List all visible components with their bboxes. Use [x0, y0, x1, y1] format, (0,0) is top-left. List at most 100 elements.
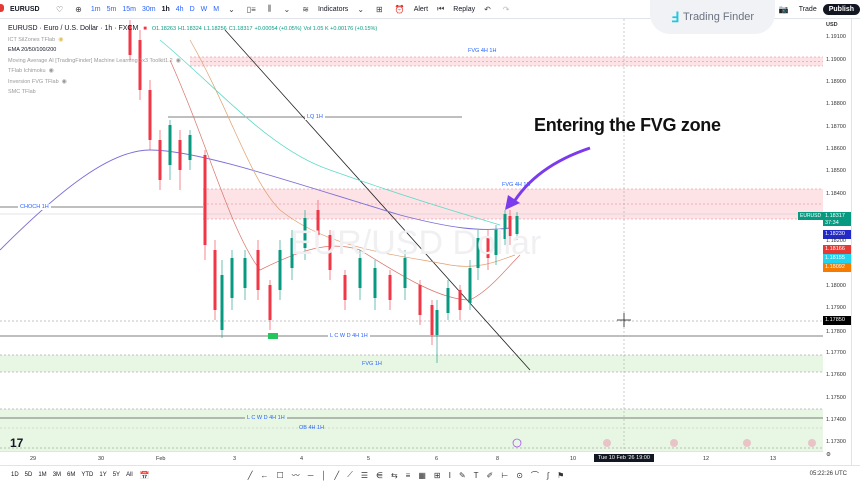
timeframe-1m[interactable]: 1m	[90, 5, 101, 13]
time-tick: 3	[233, 456, 237, 462]
chevron-down-icon[interactable]: ⌄	[283, 4, 291, 14]
curve-icon[interactable]: ∫	[546, 470, 550, 480]
indicator-ichimoku[interactable]: TFlab Ichimoku ◉	[8, 68, 54, 74]
undo-icon[interactable]: ↶	[484, 4, 491, 14]
publish-button[interactable]: Publish	[822, 4, 860, 15]
vertical-line-icon[interactable]: │	[321, 470, 327, 480]
price-tick: 1.18000	[826, 283, 846, 289]
top-right-actions: 📷 Trade Publish	[779, 0, 860, 19]
timeframe-5m[interactable]: 5m	[106, 5, 117, 13]
rectangle-icon[interactable]: ☐	[276, 470, 284, 480]
tradingview-logo[interactable]: 17	[10, 436, 24, 450]
replay-button[interactable]: Replay	[453, 5, 476, 13]
timeframe-w[interactable]: W	[200, 5, 208, 13]
legend-volume: Vol 1.05 K +0.00176 (+0.15%)	[303, 26, 378, 32]
hidden-eye-icon: ◉	[58, 36, 64, 43]
path-icon[interactable]: 〰	[291, 470, 300, 480]
table-icon[interactable]: ⊞	[433, 470, 441, 480]
candle-type-icon[interactable]: ⫼	[267, 4, 272, 13]
range-1y[interactable]: 1Y	[99, 472, 107, 478]
indicator-inversion-fvg[interactable]: Inversion FVG TFlab ◉	[8, 78, 67, 85]
range-5d[interactable]: 5D	[24, 472, 33, 478]
timeframe-1h[interactable]: 1h	[161, 5, 170, 13]
text-cursor-icon[interactable]: Ⅰ	[448, 470, 451, 480]
zone-label-fvg-upper: FVG 4H 1H	[502, 182, 531, 188]
price-tag-ma3: 1.18155	[823, 254, 851, 263]
indicator-ict-silzones[interactable]: ICT SilZones TFlab ◉	[8, 36, 64, 43]
time-axis[interactable]: 29 30 Feb 3 4 5 6 8 10 Tue 10 Feb '26 19…	[0, 451, 823, 465]
alert-icon[interactable]: ⏰	[394, 4, 405, 14]
timeframe-d[interactable]: D	[189, 5, 195, 13]
layouts-icon[interactable]: ⊞	[376, 4, 383, 14]
chart-canvas	[0, 19, 823, 451]
range-ytd[interactable]: YTD	[81, 472, 94, 478]
chevron-down-icon[interactable]: ⌄	[228, 4, 235, 14]
parallel-channel-icon[interactable]: ☰	[360, 470, 368, 480]
ray-icon[interactable]: ╱	[334, 470, 340, 480]
timeframe-m[interactable]: M	[213, 5, 220, 13]
date-range-icon[interactable]: ⊢	[501, 470, 509, 480]
add-symbol-icon[interactable]: ⊕	[75, 4, 82, 14]
indicator-smc[interactable]: SMC TFlab	[8, 89, 36, 95]
range-1m[interactable]: 1M	[38, 472, 47, 478]
redo-icon[interactable]: ↷	[502, 4, 510, 14]
zone-label-lcwd-upper: L C W D 4H 1H	[328, 333, 370, 339]
camera-icon[interactable]: 📷	[778, 5, 789, 14]
trading-finder-logo: Ⅎ Trading Finder	[650, 0, 775, 34]
alert-button[interactable]: Alert	[413, 5, 429, 13]
price-axis[interactable]: USD 1.19100 1.19000 1.18900 1.18800 1.18…	[823, 19, 851, 465]
zone-label-lq-1h: LQ 1H	[305, 114, 325, 120]
fib-icon[interactable]: ≡	[405, 470, 411, 480]
crosshair-time-label: Tue 10 Feb '26 19:00	[594, 454, 654, 462]
indicator-ema[interactable]: EMA 20/50/100/200	[8, 47, 57, 53]
trade-button[interactable]: Trade	[798, 6, 817, 13]
price-tick: 1.18800	[826, 101, 846, 107]
indicators-button[interactable]: Indicators	[317, 5, 349, 13]
regression-icon[interactable]: ⇆	[390, 470, 398, 480]
range-all[interactable]: All	[126, 472, 133, 478]
price-tick: 1.18700	[826, 124, 846, 130]
arc-icon[interactable]: ⌒	[530, 470, 539, 480]
text-icon[interactable]: T	[473, 470, 479, 480]
grid-icon[interactable]: ▦	[418, 470, 426, 480]
range-3m[interactable]: 3M	[52, 472, 62, 478]
highlighter-icon[interactable]: ✐	[486, 470, 494, 480]
legend-open: O1.18263	[151, 26, 177, 32]
timeframe-4h[interactable]: 4h	[175, 5, 184, 13]
timeframe-15m[interactable]: 15m	[122, 5, 136, 13]
currency-selector[interactable]: USD	[826, 22, 838, 28]
trend-line-icon[interactable]: ╱	[247, 470, 253, 480]
pitchfork-icon[interactable]: ⋹	[375, 470, 383, 480]
horizontal-ray-icon[interactable]: ←	[260, 470, 269, 480]
price-tick: 1.17900	[826, 305, 846, 311]
zone-label-choch-1h: CHOCH 1H	[18, 204, 51, 210]
clock[interactable]: 05:22:26 UTC	[809, 471, 847, 477]
replay-icon[interactable]: ⏮	[437, 4, 445, 13]
circle-icon[interactable]: ⊙	[516, 470, 523, 480]
chevron-down-icon[interactable]: ⌄	[357, 4, 365, 14]
bar-style-icon[interactable]: ▯≡	[246, 4, 256, 14]
extended-line-icon[interactable]: ⟋	[347, 470, 353, 479]
price-tick: 1.19100	[826, 34, 846, 40]
flag-icon[interactable]: ⚑	[557, 470, 565, 480]
symbol-search[interactable]: EURUSD	[10, 5, 40, 13]
range-5y[interactable]: 5Y	[112, 472, 121, 478]
indicator-moving-average-ai[interactable]: Moving Average AI [TradingFinder] Machin…	[8, 57, 181, 64]
brush-icon[interactable]: ✎	[458, 470, 466, 480]
goto-date-icon[interactable]: 📅	[139, 470, 150, 480]
indicators-icon[interactable]: ≋	[302, 4, 309, 14]
range-6m[interactable]: 6M	[67, 472, 76, 478]
tf-logo-icon: Ⅎ	[670, 8, 679, 25]
eye-icon: ◉	[175, 57, 181, 64]
horizontal-line-icon[interactable]: ─	[307, 470, 314, 480]
compare-icon[interactable]: ♡	[56, 4, 64, 14]
chart-pane[interactable]: EUR/USD Dollar FVG 4H 1H LQ 1H CHOCH 1H …	[0, 19, 823, 451]
time-tick: 5	[367, 456, 371, 462]
timeframe-30m[interactable]: 30m	[141, 5, 156, 13]
price-tick: 1.17700	[826, 350, 846, 356]
price-tick: 1.17800	[826, 329, 846, 335]
legend-title[interactable]: EURUSD · Euro / U.S. Dollar · 1h · FXCM	[8, 25, 139, 32]
range-1d[interactable]: 1D	[11, 472, 19, 478]
zone-label-ob-4h-1h: OB 4H 1H	[299, 425, 325, 431]
settings-gear-icon[interactable]: ⚙	[826, 452, 831, 458]
